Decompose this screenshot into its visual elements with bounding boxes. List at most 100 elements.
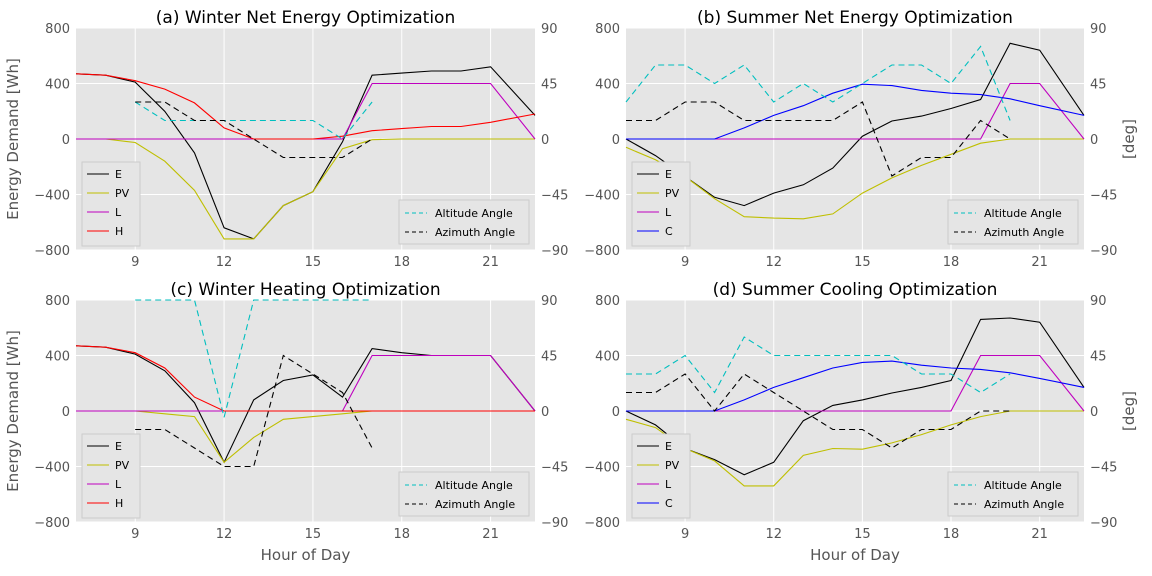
series-line-altitude-angle — [135, 299, 373, 418]
legend-right: Altitude Angle Azimuth Angle — [398, 471, 530, 517]
legend-left: E PV LC — [631, 433, 691, 519]
y-tick-label: 0 — [612, 133, 620, 148]
y2-tick-label: 90 — [1090, 22, 1107, 37]
x-axis-label: Hour of Day — [810, 546, 900, 564]
legend-label: Altitude Angle — [984, 207, 1062, 220]
series-group — [625, 317, 1085, 487]
y2-tick-label: 45 — [1090, 350, 1107, 365]
series-line-azimuth-angle — [135, 354, 373, 468]
y2-axis-label: [deg] — [1120, 391, 1138, 431]
x-tick-label: 18 — [943, 527, 960, 542]
chart-title: (a) Winter Net Energy Optimization — [156, 8, 455, 28]
legend-box — [947, 199, 1079, 245]
legend-left: E PV LH — [81, 161, 141, 247]
legend-label: Altitude Angle — [435, 207, 513, 220]
y-tick-label: 800 — [45, 22, 70, 37]
y-tick-label: −800 — [584, 244, 620, 259]
x-tick-label: 18 — [393, 255, 410, 270]
series-group — [625, 42, 1085, 220]
legend-label: C — [665, 225, 673, 238]
y-tick-label: 0 — [62, 133, 70, 148]
y2-tick-label: 0 — [1090, 405, 1098, 420]
legend-label: PV — [115, 187, 130, 200]
legend-box — [398, 199, 530, 245]
panel-2: 9 12 15 18 21 800 400 0 −400 −800 90 45 0 −45 −90 (c) W… — [4, 280, 568, 564]
y2-tick-label: 45 — [541, 350, 558, 365]
legend-box — [631, 161, 691, 247]
legend-label: H — [115, 225, 123, 238]
chart-title: (c) Winter Heating Optimization — [170, 280, 440, 300]
legend-label: L — [665, 206, 672, 219]
legend-label: Azimuth Angle — [984, 498, 1064, 511]
x-tick-label: 9 — [681, 527, 689, 542]
x-tick-label: 21 — [482, 255, 499, 270]
y2-tick-label: −90 — [1090, 244, 1117, 259]
x-tick-label: 12 — [765, 255, 782, 270]
x-tick-label: 21 — [1031, 255, 1048, 270]
y2-tick-label: −45 — [1090, 189, 1117, 204]
legend-box — [947, 471, 1079, 517]
x-tick-label: 15 — [854, 527, 871, 542]
x-tick-label: 21 — [482, 527, 499, 542]
y-tick-label: 0 — [612, 405, 620, 420]
x-axis-label: Hour of Day — [261, 546, 351, 564]
series-line-e — [625, 42, 1085, 207]
series-line-azimuth-angle — [626, 101, 1011, 177]
legend-label: Altitude Angle — [984, 479, 1062, 492]
series-line-h — [75, 345, 535, 412]
legend-box — [398, 471, 530, 517]
legend-left: E PV LC — [631, 161, 691, 247]
series-line-c — [626, 83, 1085, 140]
chart-title: (d) Summer Cooling Optimization — [713, 280, 998, 300]
legend-label: PV — [115, 459, 130, 472]
y2-tick-label: 45 — [541, 78, 558, 93]
y2-tick-label: 0 — [541, 405, 549, 420]
chart-title: (b) Summer Net Energy Optimization — [697, 8, 1013, 28]
legend-label: Azimuth Angle — [435, 226, 515, 239]
x-tick-label: 9 — [131, 255, 139, 270]
legend-box — [81, 161, 141, 247]
legend-label: Altitude Angle — [435, 479, 513, 492]
y2-tick-label: 45 — [1090, 78, 1107, 93]
y-tick-label: 400 — [45, 78, 70, 93]
y-tick-label: 0 — [62, 405, 70, 420]
series-line-e — [625, 317, 1085, 476]
legend-label: PV — [665, 187, 680, 200]
series-line-altitude-angle — [134, 101, 373, 140]
legend-label: E — [665, 168, 672, 181]
legend-label: E — [115, 168, 122, 181]
legend-label: E — [115, 440, 122, 453]
y2-tick-label: 90 — [1090, 294, 1107, 309]
series-line-pv — [76, 138, 535, 240]
panel-1: 9 12 15 18 21 800 400 0 −400 −800 90 45 0 −45 −90 (b) S… — [584, 8, 1138, 270]
legend-box — [631, 433, 691, 519]
y2-tick-label: 0 — [541, 133, 549, 148]
series-line-azimuth-angle — [626, 373, 1011, 449]
y-tick-label: −800 — [34, 516, 70, 531]
y2-axis-label: [deg] — [1120, 119, 1138, 159]
y-tick-label: −800 — [584, 516, 620, 531]
legend-label: L — [115, 206, 122, 219]
y2-tick-label: −90 — [541, 244, 568, 259]
y-axis-label: Energy Demand [Wh] — [4, 58, 22, 220]
series-line-pv — [625, 138, 1084, 220]
legend-label: E — [665, 440, 672, 453]
legend-box — [81, 433, 141, 519]
y2-tick-label: −45 — [541, 461, 568, 476]
x-tick-label: 15 — [854, 255, 871, 270]
series-group — [75, 299, 536, 468]
y2-tick-label: −45 — [541, 189, 568, 204]
x-tick-label: 9 — [681, 255, 689, 270]
x-tick-label: 18 — [943, 255, 960, 270]
y-tick-label: −400 — [34, 461, 70, 476]
y-tick-label: −400 — [584, 461, 620, 476]
y-tick-label: 400 — [595, 350, 620, 365]
x-tick-label: 18 — [393, 527, 410, 542]
y-tick-label: −800 — [34, 244, 70, 259]
y-tick-label: 800 — [45, 294, 70, 309]
series-line-altitude-angle — [626, 336, 1011, 394]
y2-tick-label: 90 — [541, 22, 558, 37]
legend-label: Azimuth Angle — [435, 498, 515, 511]
x-tick-label: 12 — [216, 527, 233, 542]
